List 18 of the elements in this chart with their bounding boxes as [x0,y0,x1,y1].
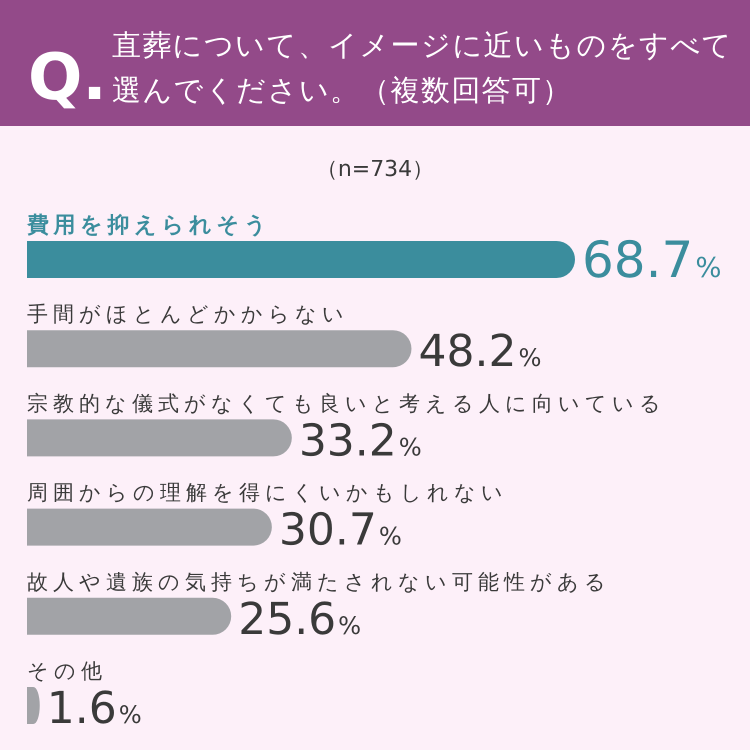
data-label: 30.7% [278,504,402,556]
y-tick-label: 費用を抑えられそう [26,213,272,238]
bar [27,241,575,278]
data-label: 1.6% [46,683,142,734]
y-tick-label: 故人や遺族の気持ちが満たされない可能性がある [27,570,611,594]
y-tick-label: その他 [27,659,107,683]
bar [27,330,412,368]
data-label: 25.6% [238,594,362,645]
y-tick-label: 宗教的な儀式がなくても良いと考える人に向いている [27,391,666,416]
bar [27,419,292,456]
chart-subtitle: （n=734） [316,157,434,182]
data-label: 48.2% [418,326,542,378]
data-label: 68.7% [582,231,722,289]
data-label: 33.2% [298,415,422,466]
bar [27,598,232,635]
y-tick-label: 手間がほとんどかからない [27,302,349,326]
y-tick-label: 周囲からの理解を得にくいかもしれない [27,480,508,505]
bar [27,508,272,546]
